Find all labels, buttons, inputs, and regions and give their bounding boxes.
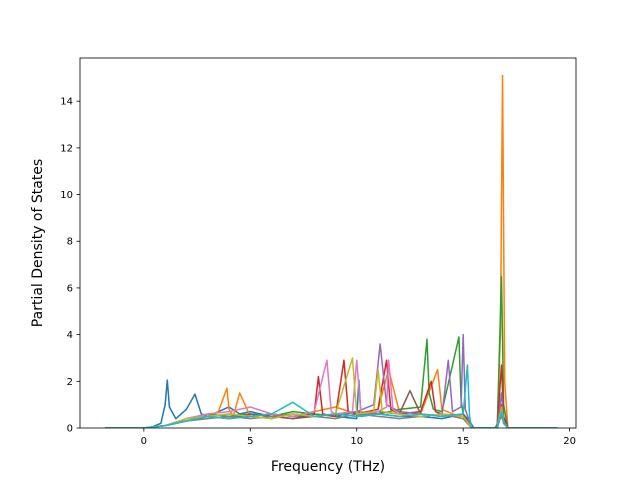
y-tick-label: 10 <box>60 190 73 201</box>
y-tick-label: 6 <box>67 283 73 294</box>
series-layer <box>104 74 558 428</box>
pdos-series-line-9 <box>104 357 558 428</box>
pdos-series-line-7 <box>104 359 558 428</box>
x-tick-label: 5 <box>247 436 253 447</box>
y-axis-label: Partial Density of States <box>30 159 46 327</box>
y-tick-label: 2 <box>67 377 73 388</box>
x-tick-label: 20 <box>563 436 576 447</box>
x-tick-label: 15 <box>457 436 470 447</box>
axes-frame <box>79 57 577 429</box>
y-tick-label: 4 <box>67 330 73 341</box>
x-axis-label: Frequency (THz) <box>271 459 385 475</box>
y-tick-label: 0 <box>67 424 73 435</box>
y-tick-label: 12 <box>60 143 73 154</box>
x-tick-label: 10 <box>350 436 363 447</box>
x-tick-label: 0 <box>141 436 147 447</box>
y-axis: 0 2 4 6 8 10 12 14 <box>60 97 80 435</box>
pdos-series-line-10 <box>104 364 558 428</box>
y-tick-label: 14 <box>60 97 73 108</box>
y-tick-label: 8 <box>67 237 73 248</box>
x-axis: 0 5 10 15 20 <box>141 428 576 447</box>
plot-area <box>79 57 577 429</box>
